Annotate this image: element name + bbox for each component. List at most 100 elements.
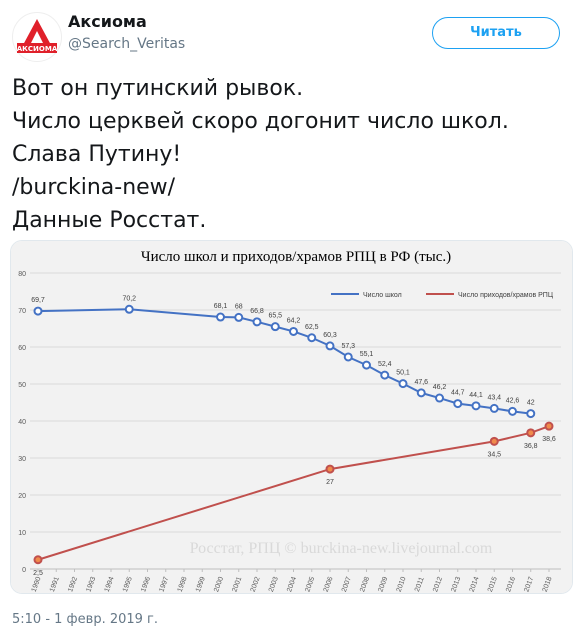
x-tick-label: 2001	[231, 576, 243, 593]
x-tick-label: 2000	[213, 576, 225, 593]
data-label: 55,1	[360, 351, 374, 358]
follow-button[interactable]: Читать	[432, 17, 560, 49]
data-label: 60,3	[323, 332, 337, 339]
data-label: 62,5	[305, 324, 319, 331]
x-tick-label: 2011	[414, 576, 426, 593]
x-tick-label: 1993	[85, 576, 97, 593]
x-tick-label: 2016	[505, 576, 517, 593]
tweet-line: /burckina-new/	[12, 175, 176, 200]
data-point	[325, 341, 335, 351]
x-tick-label: 2003	[268, 576, 280, 593]
data-point	[33, 306, 43, 316]
data-label: 70,2	[122, 295, 136, 302]
timestamp[interactable]: 5:10 - 1 февр. 2019 г.	[12, 612, 159, 627]
data-point	[124, 304, 134, 314]
data-point	[435, 393, 444, 403]
y-tick-label: 20	[18, 493, 26, 500]
chart-background	[11, 241, 572, 593]
media: Число школ и приходов/храмов РПЦ в РФ (т…	[10, 240, 573, 594]
data-label: 42,6	[506, 397, 520, 404]
data-point	[453, 399, 463, 409]
y-tick-label: 70	[18, 308, 26, 315]
y-tick-label: 80	[18, 271, 26, 278]
data-point	[343, 352, 353, 362]
x-tick-label: 2013	[450, 576, 462, 593]
data-label: 42	[527, 400, 535, 407]
avatar-logo: АКСИОМА	[17, 19, 58, 53]
x-tick-label: 2017	[523, 576, 535, 593]
data-label: 66,8	[250, 308, 264, 315]
chart: Число школ и приходов/храмов РПЦ в РФ (т…	[11, 241, 572, 593]
x-tick-label: 2010	[396, 576, 408, 593]
handle[interactable]: @Search_Veritas	[68, 36, 186, 52]
x-tick-label: 2007	[341, 576, 353, 593]
y-tick-label: 30	[18, 456, 26, 463]
data-point	[526, 409, 536, 419]
x-tick-label: 1995	[122, 576, 134, 593]
tweet-line: Данные Росстат.	[12, 208, 207, 233]
data-label: 34,5	[487, 451, 501, 458]
tweet-line: Число церквей скоро догонит число школ.	[12, 109, 509, 134]
data-point	[234, 312, 244, 322]
data-point	[33, 555, 43, 565]
x-tick-label: 1998	[177, 576, 189, 593]
data-point	[471, 401, 481, 411]
x-tick-label: 1990	[31, 576, 43, 593]
x-tick-label: 2005	[304, 576, 316, 593]
x-tick-label: 2008	[359, 576, 371, 593]
x-tick-label: 1992	[67, 576, 79, 593]
data-label: 68	[235, 303, 243, 310]
data-point	[489, 436, 499, 446]
avatar[interactable]: АКСИОМА	[12, 12, 62, 62]
legend-label: Число приходов/храмов РПЦ	[458, 292, 554, 299]
data-label: 65,5	[268, 313, 282, 320]
data-label: 52,4	[378, 361, 392, 368]
x-tick-label: 2006	[323, 576, 335, 593]
data-point	[416, 388, 426, 398]
tweet-text: Вот он путинский рывок. Число церквей ско…	[12, 72, 509, 237]
data-point	[398, 379, 408, 389]
data-point	[325, 464, 335, 474]
x-tick-label: 2014	[469, 576, 481, 593]
data-point	[252, 317, 262, 327]
y-tick-label: 50	[18, 382, 26, 389]
data-label: 57,3	[341, 343, 355, 350]
avatar-text: АКСИОМА	[17, 45, 58, 53]
x-tick-label: 2004	[286, 576, 298, 593]
data-label: 27	[326, 479, 334, 486]
data-point	[489, 403, 499, 413]
y-tick-label: 0	[22, 567, 26, 574]
data-point	[307, 333, 317, 343]
data-label: 46,2	[433, 384, 447, 391]
data-label: 36,8	[524, 443, 538, 450]
data-point	[544, 421, 554, 431]
data-label: 69,7	[31, 297, 45, 304]
x-tick-label: 2018	[542, 576, 554, 593]
display-name[interactable]: Аксиома	[68, 12, 147, 31]
data-label: 44,1	[469, 392, 483, 399]
x-tick-label: 1997	[158, 576, 170, 593]
data-label: 2,5	[33, 570, 43, 577]
x-tick-label: 1991	[49, 576, 61, 593]
watermark: Росстат, РПЦ © burckina-new.livejournal.…	[190, 540, 493, 557]
chart-title: Число школ и приходов/храмов РПЦ в РФ (т…	[141, 249, 451, 265]
data-point	[216, 312, 225, 322]
data-label: 50,1	[396, 370, 410, 377]
legend-label: Число школ	[363, 292, 402, 299]
x-tick-label: 2015	[487, 576, 499, 593]
data-point	[380, 370, 390, 380]
data-label: 47,6	[414, 379, 428, 386]
data-label: 68,1	[214, 303, 228, 310]
data-point	[526, 428, 536, 438]
y-tick-label: 10	[18, 530, 26, 537]
data-label: 43,4	[487, 394, 501, 401]
data-label: 44,7	[451, 390, 465, 397]
x-tick-label: 1999	[195, 576, 207, 593]
data-point	[362, 360, 371, 370]
y-tick-label: 60	[18, 345, 26, 352]
x-tick-label: 2009	[377, 576, 389, 593]
tweet-line: Вот он путинский рывок.	[12, 76, 304, 101]
x-tick-label: 2002	[250, 576, 262, 593]
data-point	[270, 322, 280, 332]
